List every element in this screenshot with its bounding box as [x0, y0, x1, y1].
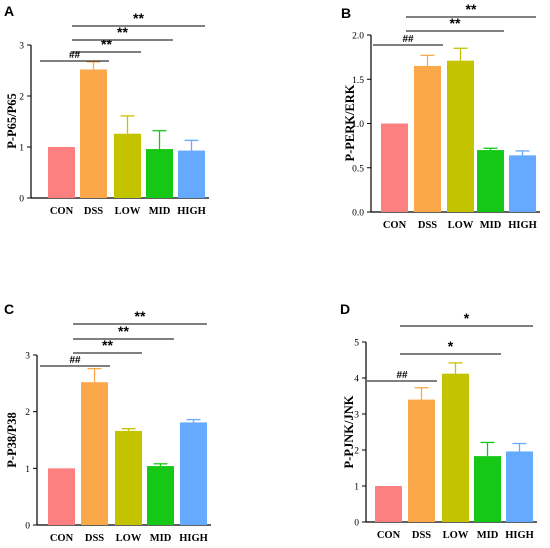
bar-dss [81, 382, 108, 525]
significance-label: ** [135, 308, 146, 324]
bar-low [115, 430, 142, 525]
y-axis-label: P-PJNK/JNK [342, 395, 356, 468]
bar-mid [477, 150, 504, 212]
panel-letter: C [4, 301, 14, 317]
y-tick-label: 2.0 [352, 32, 364, 42]
y-tick-label: 0 [19, 195, 24, 205]
bar-dss [80, 69, 107, 198]
chart-panel-d: D P-PJNK/JNK 0 1 2 3 4 5 CON DSS LOW MID HIGH ## * * [340, 301, 537, 541]
x-tick-label: MID [149, 206, 171, 217]
y-tick-label: 3 [25, 352, 30, 362]
y-tick-label: 0 [25, 522, 30, 532]
significance-label: * [448, 338, 454, 354]
x-tick-label: DSS [418, 220, 437, 231]
significance-label: * [464, 310, 470, 326]
bar-dss [414, 65, 441, 212]
bar-high [509, 155, 536, 212]
significance-label: ## [402, 34, 414, 45]
bar-low [442, 373, 469, 522]
bar-high [178, 150, 205, 198]
x-tick-label: DSS [84, 206, 103, 217]
y-tick-label: 2 [19, 93, 24, 103]
bar-high [180, 422, 207, 525]
bar-low [447, 60, 474, 212]
bar-mid [146, 149, 173, 198]
y-tick-label: 1 [25, 465, 30, 475]
bar-con [48, 147, 75, 198]
panel-letter: D [340, 301, 350, 317]
significance-label: ## [396, 370, 408, 381]
x-tick-label: LOW [443, 530, 469, 541]
bar-high [506, 451, 533, 522]
panel-letter: A [4, 3, 14, 19]
significance-label: ** [450, 15, 461, 31]
y-tick-label: 1.5 [352, 76, 364, 86]
x-tick-label: CON [383, 220, 407, 231]
significance-label: ** [133, 10, 144, 26]
significance-label: ** [101, 36, 112, 52]
x-tick-label: HIGH [177, 206, 206, 217]
x-tick-label: MID [480, 220, 502, 231]
significance-label: ** [466, 1, 477, 17]
y-tick-label: 0.0 [352, 209, 364, 219]
bar-dss [408, 399, 435, 522]
x-tick-label: CON [50, 533, 74, 544]
chart-panel-b: B P-PERK/ERK 0.0 0.5 1.0 1.5 2.0 CON DSS LOW MID HI… [341, 1, 540, 231]
y-axis-label: P-P65/P65 [5, 93, 19, 149]
x-tick-label: HIGH [179, 533, 208, 544]
x-tick-label: DSS [412, 530, 431, 541]
y-tick-label: 2 [25, 408, 30, 418]
panel-letter: B [341, 5, 351, 21]
y-axis-label: P-PERK/ERK [343, 84, 357, 161]
y-tick-label: 1 [19, 144, 24, 154]
chart-panel-a: A P-P65/P65 0 1 2 3 CON DSS LOW MID HIGH ## ** ** ** [4, 3, 209, 217]
y-tick-label: 1 [354, 483, 359, 493]
x-tick-label: DSS [85, 533, 104, 544]
bar-con [381, 123, 408, 212]
significance-label: ## [69, 355, 81, 366]
y-tick-label: 0.5 [352, 164, 364, 174]
significance-label: ** [117, 24, 128, 40]
significance-label: ** [102, 337, 113, 353]
y-tick-label: 5 [354, 339, 359, 349]
x-tick-label: MID [477, 530, 499, 541]
bar-con [375, 486, 402, 522]
x-tick-label: CON [377, 530, 401, 541]
bar-low [114, 133, 141, 198]
x-tick-label: LOW [448, 220, 474, 231]
significance-label: ## [69, 50, 81, 61]
x-tick-label: CON [50, 206, 74, 217]
x-tick-label: HIGH [505, 530, 534, 541]
y-tick-label: 1.0 [352, 120, 364, 130]
significance-label: ** [118, 323, 129, 339]
y-tick-label: 3 [19, 42, 24, 52]
y-tick-label: 2 [354, 447, 359, 457]
y-tick-label: 3 [354, 411, 359, 421]
x-tick-label: LOW [115, 206, 141, 217]
y-tick-label: 0 [354, 519, 359, 529]
y-axis-label: P-P38/P38 [5, 412, 19, 468]
bar-mid [147, 466, 174, 525]
y-tick-label: 4 [354, 375, 359, 385]
x-tick-label: MID [150, 533, 172, 544]
chart-panel-c: C P-P38/P38 0 1 2 3 CON DSS LOW MID HIGH ## ** ** ** [4, 301, 211, 544]
bar-con [48, 468, 75, 525]
x-tick-label: LOW [116, 533, 142, 544]
x-tick-label: HIGH [508, 220, 537, 231]
bar-mid [474, 456, 501, 522]
